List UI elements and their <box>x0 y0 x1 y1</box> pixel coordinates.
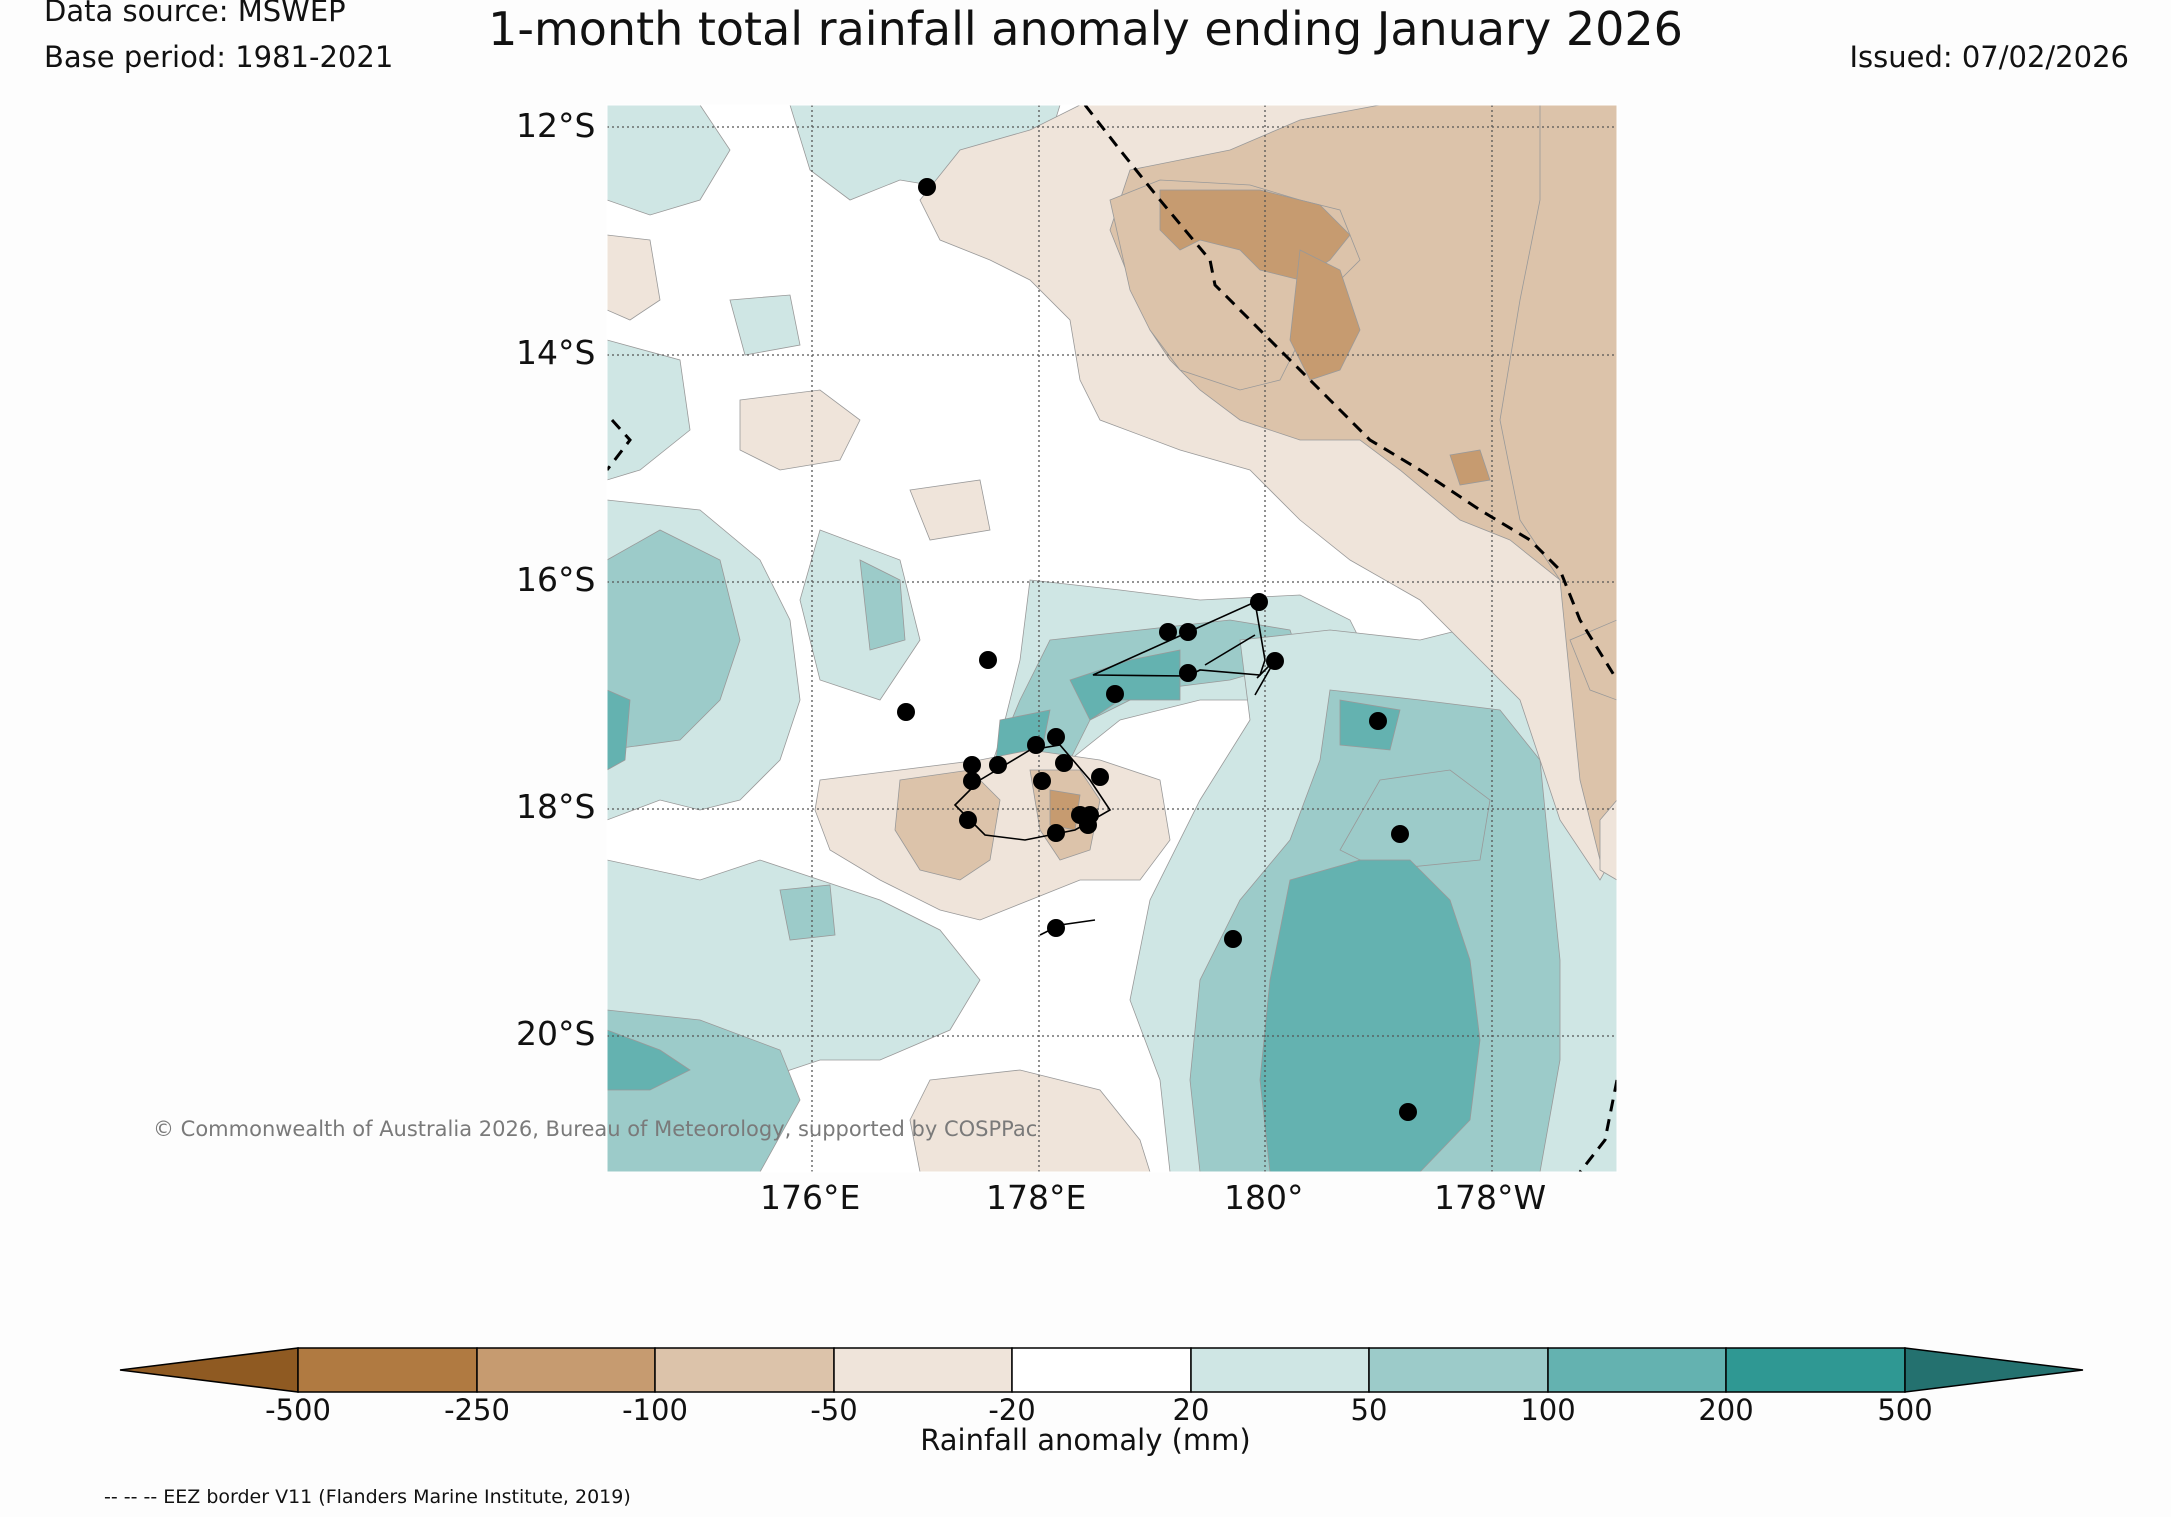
lat-label-14s: 14°S <box>516 333 596 372</box>
colorbar-tick: 100 <box>1520 1393 1576 1427</box>
colorbar-tick: -50 <box>810 1393 858 1427</box>
graticule <box>607 105 1617 1172</box>
lon-label-178e: 178°E <box>986 1178 1087 1217</box>
lon-label-176e: 176°E <box>760 1178 861 1217</box>
lat-label-18s: 18°S <box>516 787 596 826</box>
dry-anomaly-regions <box>607 105 1617 1172</box>
map-title: 1-month total rainfall anomaly ending Ja… <box>488 2 1683 56</box>
station-markers <box>897 178 1417 1121</box>
eez-border <box>607 105 1617 1172</box>
issued-date: Issued: 07/02/2026 <box>1849 40 2129 74</box>
colorbar-tick: -100 <box>622 1393 688 1427</box>
map-field <box>607 105 1617 1172</box>
colorbar-label: Rainfall anomaly (mm) <box>920 1423 1251 1457</box>
data-source: Data source: MSWEP <box>44 0 346 28</box>
colorbar-tick: 50 <box>1350 1393 1388 1427</box>
colorbar-extend-min <box>119 1347 299 1393</box>
lat-label-20s: 20°S <box>516 1014 596 1053</box>
lon-label-178w: 178°W <box>1434 1178 1547 1217</box>
colorbar <box>119 1347 2084 1393</box>
colorbar-extend-max <box>1904 1347 2084 1393</box>
base-period: Base period: 1981-2021 <box>44 40 394 74</box>
lat-label-16s: 16°S <box>516 560 596 599</box>
colorbar-tick: -20 <box>988 1393 1036 1427</box>
copyright-notice: © Commonwealth of Australia 2026, Bureau… <box>153 1117 1038 1141</box>
lon-label-180: 180° <box>1224 1178 1304 1217</box>
eez-legend-note: -- -- -- EEZ border V11 (Flanders Marine… <box>104 1486 631 1508</box>
colorbar-tick: 200 <box>1698 1393 1754 1427</box>
colorbar-tick: -500 <box>265 1393 331 1427</box>
colorbar-tick: 20 <box>1172 1393 1210 1427</box>
colorbar-tick: 500 <box>1877 1393 1933 1427</box>
colorbar-tick: -250 <box>444 1393 510 1427</box>
lat-label-12s: 12°S <box>516 106 596 145</box>
map-frame <box>606 104 1618 1173</box>
